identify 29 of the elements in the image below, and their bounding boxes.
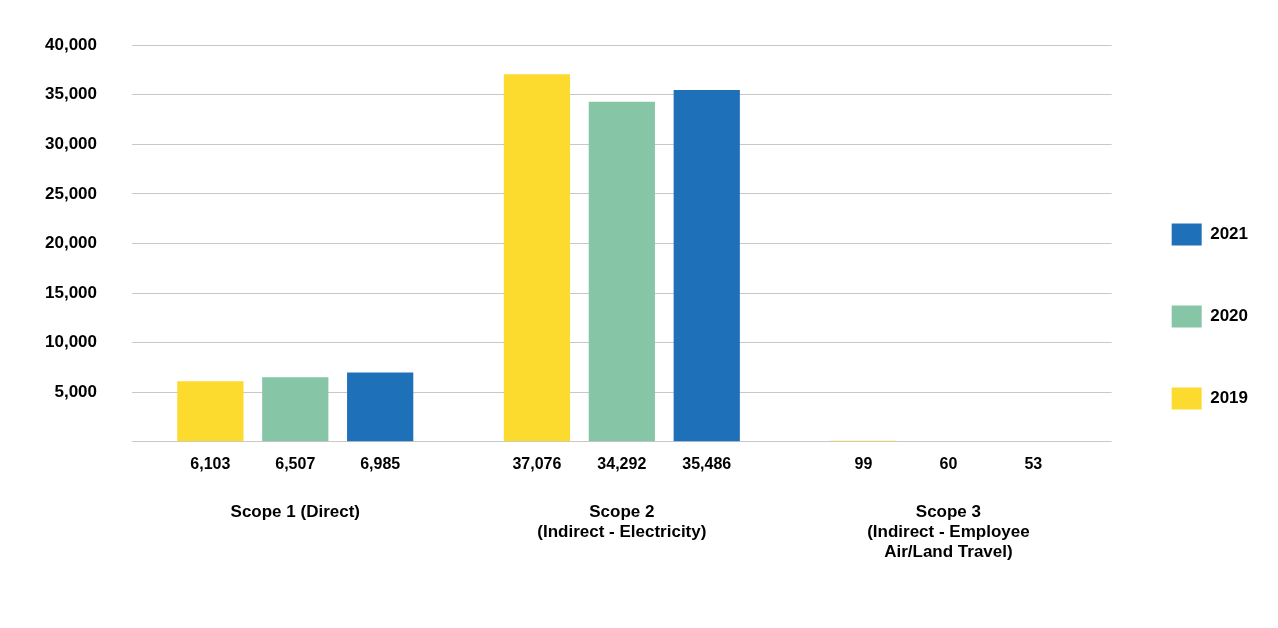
data-label: 6,507 <box>275 455 316 473</box>
y-tick-label: 40,000 <box>45 34 97 54</box>
bar <box>673 89 740 442</box>
data-label: 35,486 <box>682 455 732 473</box>
y-tick-label: 5,000 <box>54 381 97 401</box>
data-label: 37,076 <box>512 455 562 473</box>
legend-label: 2021 <box>1210 224 1249 244</box>
data-label: 60 <box>939 455 958 473</box>
legend-label: 2020 <box>1210 306 1249 326</box>
data-label: 53 <box>1024 455 1043 473</box>
x-tick-label: Scope 2 (Indirect - Electricity) <box>537 501 707 542</box>
bar <box>503 74 571 442</box>
y-tick-label: 20,000 <box>45 233 97 253</box>
legend-label: 2019 <box>1210 388 1249 408</box>
data-label: 34,292 <box>597 455 647 473</box>
y-tick-label: 30,000 <box>45 134 97 154</box>
data-label: 6,103 <box>190 455 231 473</box>
data-label: 6,985 <box>360 455 401 473</box>
y-tick-label: 25,000 <box>45 183 97 203</box>
bar <box>347 372 414 442</box>
bar <box>262 377 329 442</box>
y-tick-label: 10,000 <box>45 332 97 352</box>
y-tick-label: 15,000 <box>45 282 97 302</box>
y-tick-label: 35,000 <box>45 84 97 104</box>
data-label: 99 <box>854 455 873 473</box>
bar <box>177 381 244 442</box>
x-tick-label: Scope 3 (Indirect - Employee Air/Land Travel) <box>867 501 1030 562</box>
bar <box>588 101 655 442</box>
x-tick-label: Scope 1 (Direct) <box>230 501 360 521</box>
